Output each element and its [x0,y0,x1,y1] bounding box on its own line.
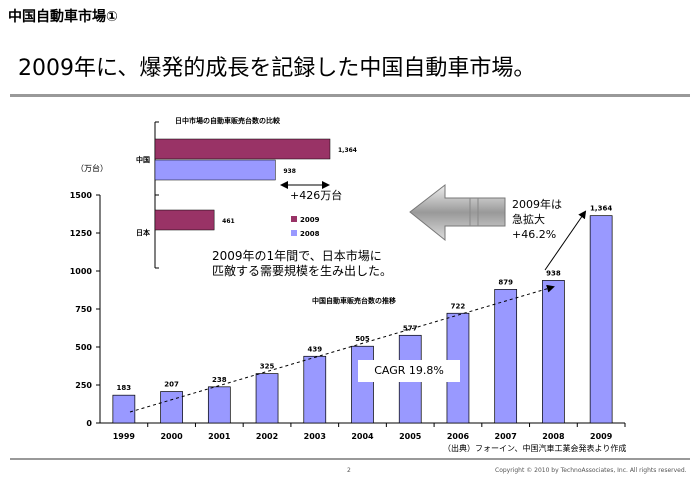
bar [160,391,183,424]
legend-swatch [291,230,297,236]
left-arrow-icon [409,183,506,242]
legend-label: 2008 [300,230,320,238]
x-tick-label: 2000 [160,432,183,441]
inset-title: 日中市場の自動車販売台数の比較 [175,117,280,125]
x-tick-label: 2006 [447,432,470,441]
data-label: 1,364 [590,205,612,213]
cagr-label: CAGR 19.8% [358,360,460,382]
data-label: 439 [307,345,322,353]
legend-label: 2009 [300,216,320,224]
inset-bar [154,138,331,160]
inset-data-label: 1,364 [338,147,357,154]
bar [255,373,279,424]
x-tick-label: 2005 [399,432,422,441]
source-note: （出典）フォーイン、中国汽車工業会発表より作成 [443,444,627,453]
slide-header: 中国自動車市場① [8,9,118,25]
bar [112,394,136,424]
y-tick-label: 1250 [70,229,93,238]
growth-note: 2009年は 急拡大 +46.2% [512,197,562,242]
bar [589,215,613,424]
x-tick-label: 2001 [208,432,231,441]
statement-line: 2009年の1年間で、日本市場に [212,249,382,263]
note-line: 急拡大 [512,213,545,226]
inset-data-label: 461 [222,218,235,225]
chart-title: 中国自動車販売台数の推移 [312,297,396,305]
data-label: 879 [498,278,513,286]
data-label: 938 [546,269,561,277]
page-number: 2 [347,467,351,474]
bar [207,386,231,424]
copyright: Copyright © 2010 by TechnoAssociates, In… [495,467,687,474]
data-label: 183 [117,384,132,392]
x-tick-label: 1999 [113,432,136,441]
x-tick-label: 2007 [495,432,517,441]
data-label: 238 [212,376,227,384]
y-tick-label: 250 [75,381,92,390]
bar [303,355,327,424]
data-label: 325 [260,363,275,371]
divider [10,94,690,97]
y-axis-label: （万台） [76,164,108,173]
page-title: 2009年に、爆発的成長を記録した中国自動車市場。 [18,56,536,81]
y-tick-label: 500 [75,343,92,352]
y-tick-label: 0 [86,419,92,428]
y-tick-label: 750 [75,305,92,314]
x-tick-label: 2009 [590,432,613,441]
statement: 2009年の1年間で、日本市場に 匹敵する需要規模を生み出した。 [212,249,392,279]
divider [10,458,690,460]
diff-label: +426万台 [290,189,343,202]
note-line: 2009年は [512,198,562,211]
inset-bar [154,209,215,231]
x-tick-label: 2003 [304,432,326,441]
data-label: 505 [355,335,370,343]
bar [351,345,374,424]
legend-swatch [291,216,297,222]
statement-line: 匹敵する需要規模を生み出した。 [212,264,393,278]
note-line: +46.2% [512,228,557,241]
y-tick-label: 1000 [70,267,93,276]
data-label: 577 [403,324,418,332]
x-tick-label: 2002 [256,432,278,441]
x-tick-label: 2008 [542,432,565,441]
data-label: 207 [164,381,179,389]
inset-data-label: 938 [283,168,296,175]
bar [542,280,565,424]
growth-arrow [544,210,587,271]
x-tick-label: 2004 [351,432,374,441]
bar [494,289,518,424]
inset-category-label: 日本 [136,228,150,237]
data-label: 722 [451,302,466,310]
inset-category-label: 中国 [136,155,150,164]
y-tick-label: 1500 [70,191,93,200]
inset-bar [154,159,276,181]
trend-line [129,284,555,413]
